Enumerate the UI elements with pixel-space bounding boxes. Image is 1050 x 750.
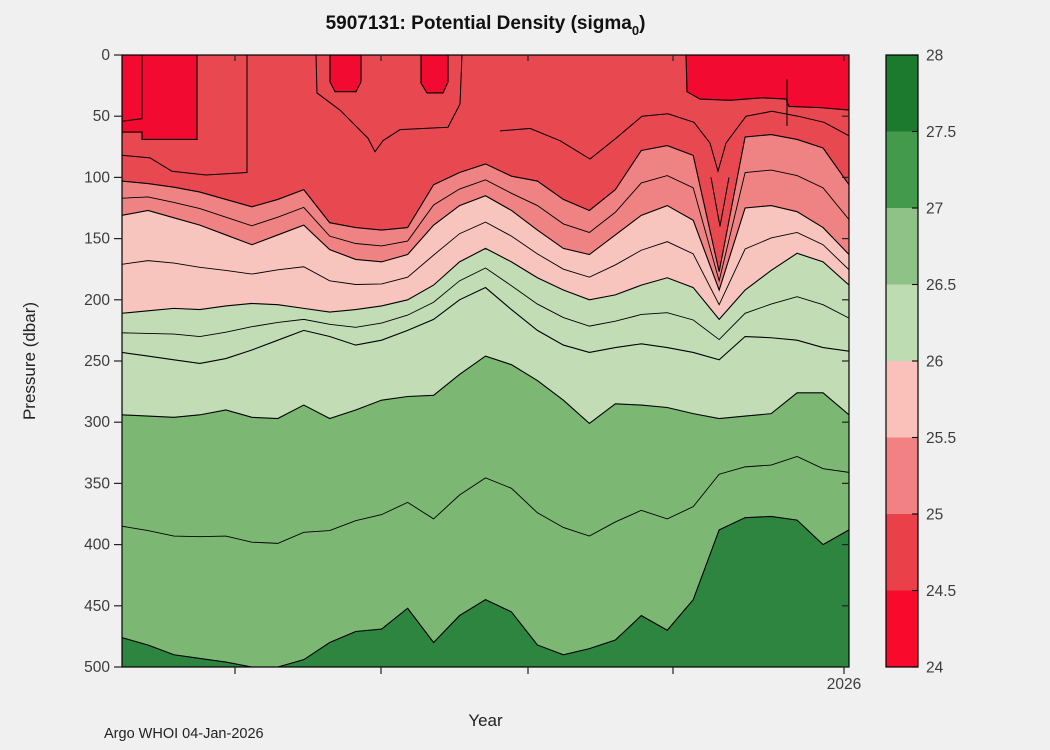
- colorbar-tick-label-25: 25: [926, 507, 943, 524]
- contour-line-27.5: [122, 515, 849, 667]
- y-tick-label-500: 500: [84, 659, 110, 676]
- surface-patch-right-patch: [685, 55, 849, 111]
- colorbar-block-26-26.5: [886, 284, 918, 362]
- contour-line-intermediate-25: [122, 169, 849, 283]
- surface-patch-pocket-2: [420, 55, 449, 94]
- colorbar-tick-label-28: 28: [926, 48, 943, 65]
- plot-title: 5907131: Potential Density (sigma0): [122, 13, 849, 38]
- right-quarter-line: [499, 110, 849, 174]
- contour-line-intermediate-25.5: [122, 221, 849, 306]
- y-tick-label-50: 50: [93, 108, 111, 125]
- y-tick-label-400: 400: [84, 537, 110, 554]
- colorbar-block-27.5-28: [886, 55, 918, 132]
- left-quarter-line: [122, 55, 248, 176]
- colorbar-tick-label-24: 24: [926, 660, 944, 677]
- x-tick-label-2026: 2026: [826, 676, 862, 693]
- contour-line-25.5: [122, 195, 849, 292]
- colorbar-tick-label-24.5: 24.5: [926, 583, 956, 600]
- y-axis-label: Pressure (dbar): [20, 301, 39, 421]
- tongue-inner-line: [710, 177, 730, 227]
- y-tick-label-200: 200: [84, 292, 110, 309]
- contour-field: [122, 55, 849, 667]
- y-tick-label-150: 150: [84, 231, 110, 248]
- y-tick-label-0: 0: [101, 47, 110, 64]
- surface-patch-pocket-1: [329, 55, 362, 93]
- colorbar-tick-label-26: 26: [926, 354, 943, 371]
- colorbar-block-24.5-25: [886, 514, 918, 591]
- y-tick-label-250: 250: [84, 353, 110, 370]
- colorbar-block-27-27.5: [886, 131, 918, 209]
- x-axis-label: Year: [468, 711, 503, 730]
- colorbar-tick-label-25.5: 25.5: [926, 430, 956, 447]
- y-tick-label-450: 450: [84, 598, 110, 615]
- plot-title-suffix: ): [639, 13, 646, 34]
- pocket-envelope-line: [315, 55, 463, 153]
- plot-title-text: 5907131: Potential Density (sigma: [325, 13, 632, 34]
- colorbar-tick-label-26.5: 26.5: [926, 277, 956, 294]
- colorbar-block-26.5-27: [886, 208, 918, 285]
- y-tick-label-100: 100: [84, 169, 110, 186]
- contour-line-26.5: [122, 286, 849, 365]
- credit-text: Argo WHOI 04-Jan-2026: [104, 726, 264, 742]
- contour-line-intermediate-26: [122, 267, 849, 341]
- y-tick-label-300: 300: [84, 414, 110, 431]
- colorbar-tick-label-27: 27: [926, 201, 943, 218]
- contour-line-25: [122, 134, 849, 272]
- plot-title-subscript: 0: [631, 23, 640, 38]
- contour-line-intermediate-27: [122, 455, 849, 544]
- contour-line-26: [122, 247, 849, 321]
- colorbar-block-24-24.5: [886, 590, 918, 668]
- colorbar-tick-label-27.5: 27.5: [926, 124, 956, 141]
- surface-patch-left-patch: [122, 55, 198, 141]
- left-patch-inner-line: [122, 55, 143, 122]
- band-fill-below-27: [122, 356, 849, 667]
- contour-line-27: [122, 355, 849, 425]
- colorbar-block-25.5-26: [886, 361, 918, 438]
- y-tick-label-350: 350: [84, 475, 110, 492]
- colorbar-block-25-25.5: [886, 437, 918, 515]
- band-fill-below-27.5: [122, 516, 849, 667]
